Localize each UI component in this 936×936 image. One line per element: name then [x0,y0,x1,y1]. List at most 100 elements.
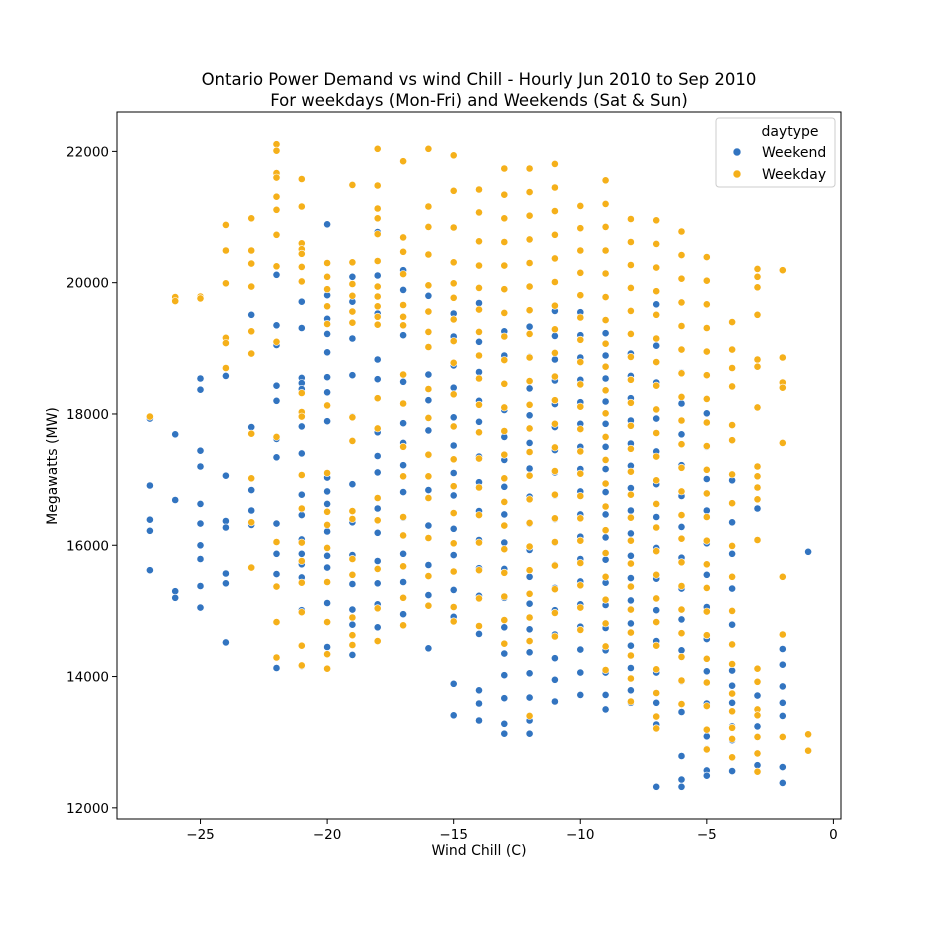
data-point-weekday [601,176,610,185]
data-point-weekday [297,578,306,587]
data-point-weekend [728,620,736,629]
data-point-weekday [576,268,585,277]
data-point-weekday [576,425,585,433]
data-point-weekday [728,753,736,762]
data-point-weekday [702,276,711,285]
data-point-weekday [475,538,483,547]
data-point-weekday [702,347,711,356]
data-point-weekday [652,641,661,650]
data-point-weekend [702,506,711,515]
data-point-weekend [778,779,787,787]
data-point-weekday [373,312,382,321]
data-point-weekday [348,180,357,189]
data-point-weekday [221,279,230,288]
data-point-weekday [449,482,458,491]
data-point-weekday [652,712,661,721]
data-point-weekend [627,574,635,582]
x-axis-ticks: −25 −20 −15 −10 −5 0 [186,819,838,843]
data-point-weekday [145,412,154,421]
data-point-weekday [449,337,458,345]
data-point-weekend [221,471,230,480]
data-point-weekday [728,689,736,698]
data-point-weekday [627,467,635,476]
data-point-weekday [475,305,483,314]
data-point-weekday [728,660,736,668]
data-point-weekend [373,271,382,280]
data-point-weekend [373,468,382,477]
data-point-weekday [652,287,661,296]
data-point-weekday [297,202,306,211]
data-point-weekend [323,348,331,357]
data-point-weekday [627,536,635,545]
data-point-weekend [778,763,787,771]
data-point-weekend [247,506,256,515]
data-point-weekday [424,222,433,231]
data-point-weekday [323,521,331,529]
data-point-weekday [551,301,559,310]
data-point-weekday [525,542,534,551]
data-point-weekday [272,205,281,214]
data-point-weekend [601,533,610,542]
y-tick-label: 22000 [66,144,109,160]
data-point-weekday [804,730,812,739]
data-point-weekday [272,337,281,346]
data-point-weekday [373,144,382,153]
data-point-weekday [247,282,256,291]
data-point-weekday [449,151,458,160]
data-point-weekend [601,442,610,451]
data-point-weekend [399,610,407,619]
data-point-weekday [601,293,610,301]
data-point-weekend [551,654,559,663]
data-point-weekend [323,499,331,508]
data-point-weekday [728,723,736,732]
y-tick-label: 12000 [66,801,109,817]
data-point-weekday [272,173,281,182]
data-point-weekend [753,722,762,731]
data-point-weekday [297,557,306,565]
data-point-weekend [399,488,407,496]
data-point-weekend [221,569,230,578]
data-point-weekday [601,642,610,651]
data-point-weekday [551,609,559,617]
y-tick-label: 14000 [66,670,109,686]
data-point-weekday [551,585,559,594]
data-point-weekday [475,261,483,270]
data-point-weekend [297,511,306,519]
data-point-weekend [652,782,661,791]
data-point-weekend [500,649,509,658]
data-point-weekend [728,549,736,558]
data-point-weekend [551,697,559,706]
data-point-weekend [373,528,382,537]
data-point-weekend [551,675,559,684]
data-point-weekend [576,691,585,699]
data-point-weekday [601,386,610,395]
data-point-weekend [778,682,787,691]
data-point-weekday [652,618,661,626]
data-point-weekend [323,220,331,229]
y-axis-ticks: 12000 14000 16000 18000 20000 22000 [66,144,117,817]
data-point-weekday [677,251,686,259]
data-point-weekday [297,175,306,183]
data-point-weekend [601,555,610,564]
data-point-weekday [677,511,686,519]
data-point-weekday [551,467,559,475]
data-point-weekday [475,351,483,360]
data-point-weekday [399,442,407,451]
data-point-weekday [348,307,357,316]
data-point-weekday [475,208,483,217]
data-point-weekday [500,308,509,317]
data-point-weekday [652,310,661,319]
data-point-weekday [525,306,534,315]
data-point-weekday [601,409,610,418]
data-point-weekday [652,476,661,485]
data-point-weekend [627,596,635,605]
data-point-weekend [145,481,154,490]
data-point-weekday [525,329,534,338]
data-point-weekday [627,375,635,384]
data-point-weekday [348,507,357,515]
data-point-weekend [601,510,610,519]
data-point-weekday [500,616,509,624]
data-point-weekday [576,291,585,300]
data-point-weekday [652,263,661,272]
data-point-weekend [373,375,382,384]
